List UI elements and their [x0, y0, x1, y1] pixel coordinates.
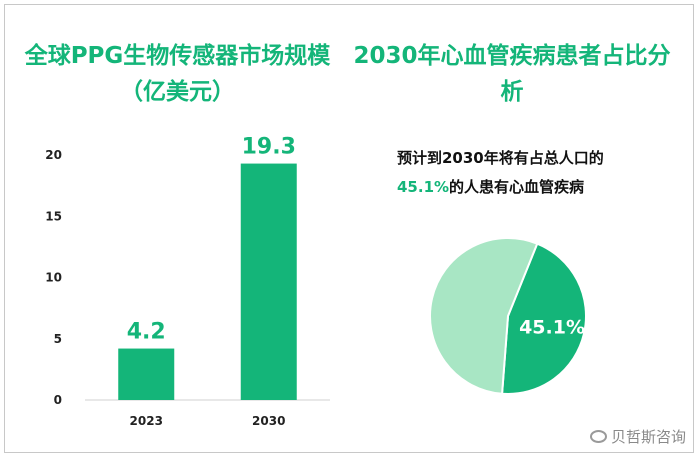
chart-frame	[4, 4, 694, 453]
bar	[118, 348, 175, 400]
bar-data-label: 19.3	[242, 135, 296, 160]
pie-annotation-rest: 的人患有心血管疾病	[449, 178, 585, 196]
y-tick-label: 15	[45, 209, 62, 223]
pie-slice-label: 45.1%	[519, 316, 585, 338]
bar-chart-title: 全球PPG生物传感器市场规模（亿美元）	[24, 43, 331, 105]
pie-annotation-line1: 预计到2030年将有占总人口的	[397, 149, 604, 167]
weibo-icon	[589, 430, 607, 443]
bar-data-label: 4.2	[127, 320, 166, 345]
x-tick-label: 2030	[252, 414, 285, 428]
watermark: 贝哲斯咨询	[589, 426, 686, 447]
y-tick-label: 0	[54, 393, 62, 407]
pie-annotation-line2: 45.1%的人患有心血管疾病	[397, 173, 677, 202]
pie-annotation: 预计到2030年将有占总人口的 45.1%的人患有心血管疾病	[397, 144, 677, 202]
pie-chart-title: 2030年心血管疾病患者占比分析	[353, 43, 671, 105]
x-tick-label: 2023	[130, 414, 163, 428]
pie-annotation-highlight: 45.1%	[397, 178, 450, 196]
watermark-text: 贝哲斯咨询	[610, 428, 686, 446]
bar	[240, 163, 297, 400]
y-tick-label: 20	[45, 148, 62, 162]
y-tick-label: 10	[45, 271, 62, 285]
y-tick-label: 5	[54, 332, 62, 346]
pie-slice	[428, 237, 539, 395]
